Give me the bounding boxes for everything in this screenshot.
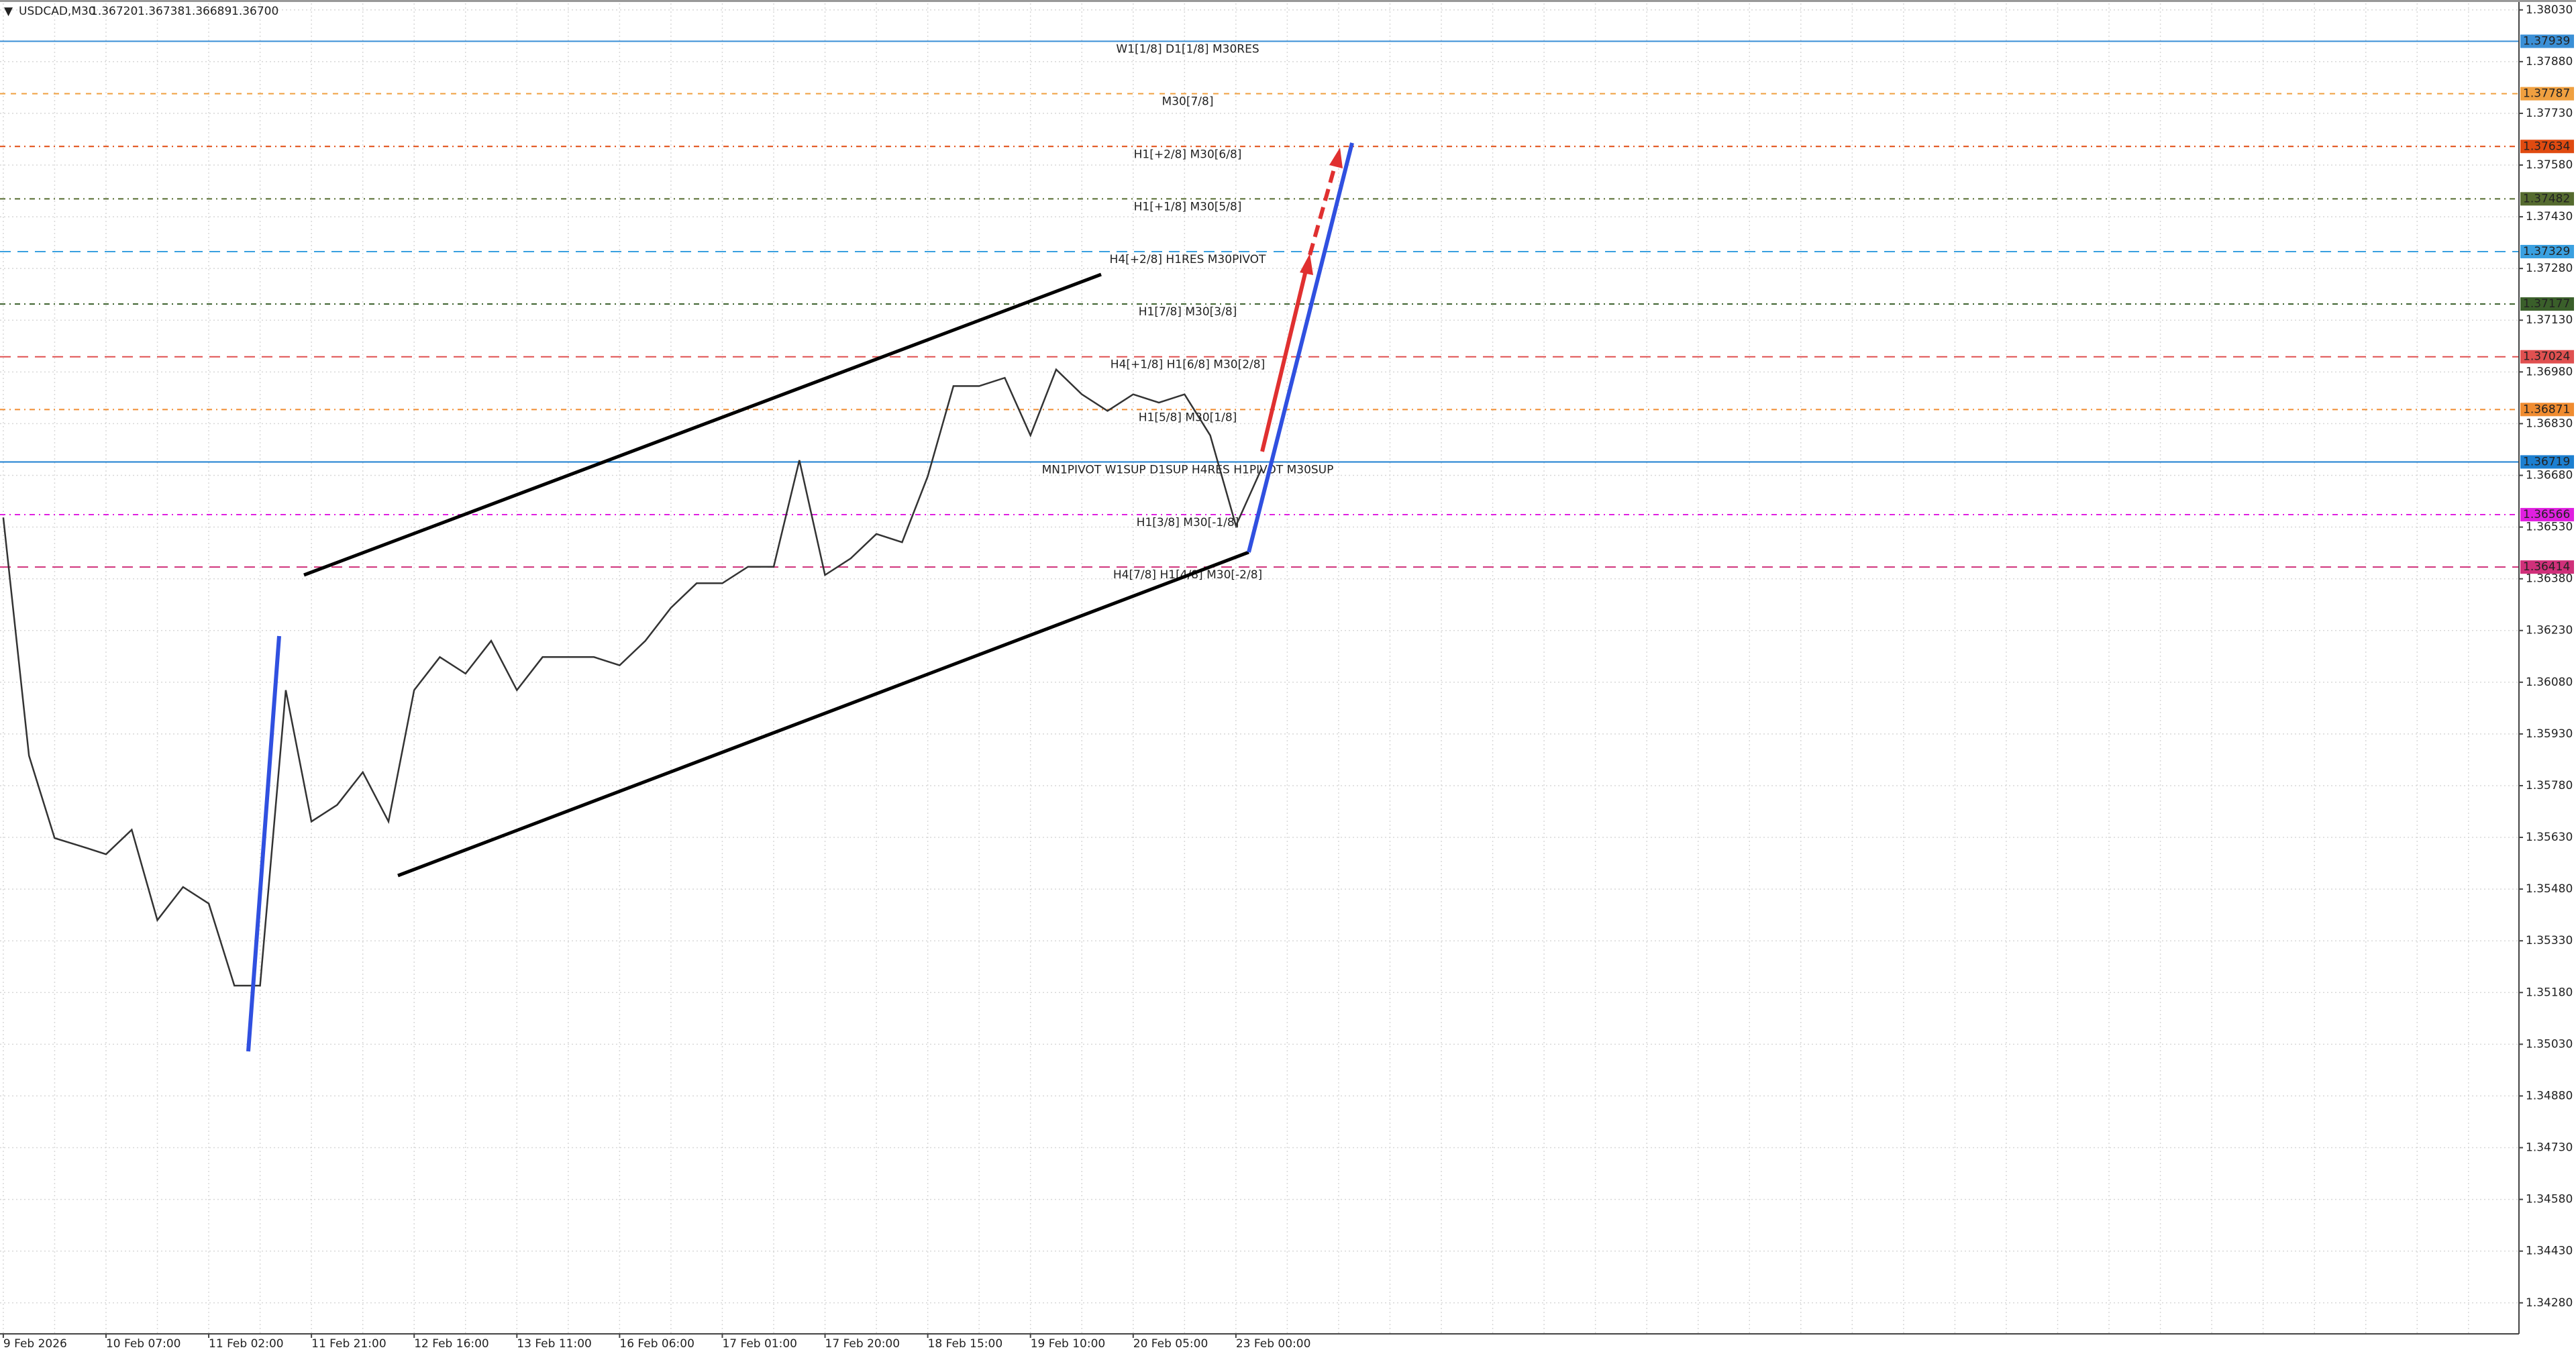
y-tick-label: 1.34280: [2526, 1296, 2573, 1310]
y-tick-label: 1.34430: [2526, 1245, 2573, 1258]
forecast-arrow: [1260, 264, 1309, 452]
x-tick-label: 12 Feb 16:00: [414, 1337, 489, 1351]
y-tick-label: 1.36980: [2526, 365, 2573, 378]
level-label: MN1PIVOT W1SUP D1SUP H4RES H1PIVOT M30SU…: [1042, 463, 1334, 476]
level-tag-label: 1.37177: [2523, 297, 2570, 311]
y-tick-label: 1.37580: [2526, 158, 2573, 172]
y-tick-label: 1.36830: [2526, 417, 2573, 430]
projection-line: [1247, 142, 1354, 553]
level-label: H4[+1/8] H1[6/8] M30[2/8]: [1111, 358, 1265, 372]
level-tag: [2520, 87, 2574, 101]
y-tick-label: 1.34730: [2526, 1141, 2573, 1155]
level-tag: [2520, 403, 2574, 417]
y-tick-label: 1.35630: [2526, 831, 2573, 844]
level-label: M30[7/8]: [1162, 95, 1214, 109]
level-tag-label: 1.36566: [2523, 508, 2570, 521]
arrow-head: [1329, 148, 1343, 168]
x-tick-label: 10 Feb 07:00: [106, 1337, 181, 1351]
y-tick-label: 1.35780: [2526, 779, 2573, 792]
y-tick-label: 1.37730: [2526, 107, 2573, 120]
level-label: W1[1/8] D1[1/8] M30RES: [1116, 43, 1259, 56]
y-tick-label: 1.36680: [2526, 468, 2573, 482]
y-tick-label: 1.37880: [2526, 55, 2573, 68]
quote-open: 1.36720: [91, 5, 138, 18]
level-tag: [2520, 192, 2574, 206]
level-tag-label: 1.37939: [2523, 35, 2570, 48]
x-tick-label: 11 Feb 02:00: [209, 1337, 284, 1351]
x-tick-label: 13 Feb 11:00: [517, 1337, 592, 1351]
level-tag-label: 1.36719: [2523, 455, 2570, 468]
level-tag: [2520, 350, 2574, 364]
y-tick-label: 1.35480: [2526, 882, 2573, 896]
arrow-head: [1300, 254, 1313, 275]
y-tick-label: 1.36230: [2526, 624, 2573, 637]
x-tick-label: 11 Feb 21:00: [311, 1337, 387, 1351]
y-tick-label: 1.37280: [2526, 262, 2573, 275]
level-label: H4[+2/8] H1RES M30PIVOT: [1110, 253, 1266, 266]
impulse-line: [246, 635, 281, 1052]
level-tag: [2520, 34, 2574, 48]
level-tag-label: 1.37634: [2523, 140, 2570, 153]
level-tag-label: 1.37024: [2523, 350, 2570, 364]
level-label: H1[+1/8] M30[5/8]: [1134, 200, 1242, 213]
x-tick-label: 9 Feb 2026: [3, 1337, 67, 1351]
symbol: USDCAD,M30: [19, 5, 96, 18]
level-tag-label: 1.37482: [2523, 192, 2570, 205]
level-tag: [2520, 560, 2574, 574]
y-tick-label: 1.35930: [2526, 727, 2573, 741]
quote-low: 1.36689: [185, 5, 231, 18]
level-tag: [2520, 244, 2574, 258]
x-tick-label: 19 Feb 10:00: [1031, 1337, 1106, 1351]
y-tick-label: 1.36380: [2526, 572, 2573, 586]
y-tick-label: 1.35030: [2526, 1037, 2573, 1051]
x-tick-label: 17 Feb 20:00: [825, 1337, 900, 1351]
vertical-grid: [3, 3, 2469, 1334]
menu-arrow[interactable]: ▼: [4, 5, 13, 18]
level-tag: [2520, 297, 2574, 311]
y-tick-label: 1.36080: [2526, 676, 2573, 689]
level-label: H1[+2/8] M30[6/8]: [1134, 148, 1242, 161]
x-tick-label: 23 Feb 00:00: [1236, 1337, 1311, 1351]
channel-lower: [397, 550, 1249, 878]
level-tag-label: 1.37787: [2523, 87, 2570, 101]
quote-close: 1.36700: [231, 5, 278, 18]
level-tag: [2520, 508, 2574, 522]
quote-high: 1.36738: [138, 5, 185, 18]
y-tick-label: 1.34580: [2526, 1193, 2573, 1206]
x-tick-label: 16 Feb 06:00: [619, 1337, 694, 1351]
level-tag-label: 1.36414: [2523, 560, 2570, 574]
x-tick-label: 18 Feb 15:00: [928, 1337, 1003, 1351]
y-tick-label: 1.37130: [2526, 313, 2573, 327]
level-tag-label: 1.36871: [2523, 403, 2570, 416]
x-tick-label: 20 Feb 05:00: [1133, 1337, 1208, 1351]
top-border: [0, 0, 2576, 2]
y-tick-label: 1.34880: [2526, 1089, 2573, 1102]
y-tick-label: 1.35180: [2526, 986, 2573, 999]
x-tick-label: 17 Feb 01:00: [722, 1337, 797, 1351]
level-label: H1[7/8] M30[3/8]: [1139, 305, 1237, 319]
level-tag-label: 1.37329: [2523, 245, 2570, 258]
price-line: [2, 368, 1263, 987]
level-tag: [2520, 455, 2574, 469]
channel-upper: [303, 272, 1102, 577]
y-tick-label: 1.37430: [2526, 210, 2573, 223]
y-tick-label: 1.35330: [2526, 934, 2573, 947]
y-tick-label: 1.36530: [2526, 521, 2573, 534]
level-label: H1[5/8] M30[1/8]: [1139, 411, 1237, 424]
drawings: [246, 142, 1354, 1052]
level-tag: [2520, 140, 2574, 154]
y-tick-label: 1.38030: [2526, 3, 2573, 17]
level-label: H1[3/8] M30[-1/8]: [1137, 516, 1239, 529]
forecast-arrow-dashed: [1308, 159, 1339, 256]
plot: 1.38030 1.37880 1.37730 1.37580 1.37430 1.372…: [0, 3, 2574, 1351]
